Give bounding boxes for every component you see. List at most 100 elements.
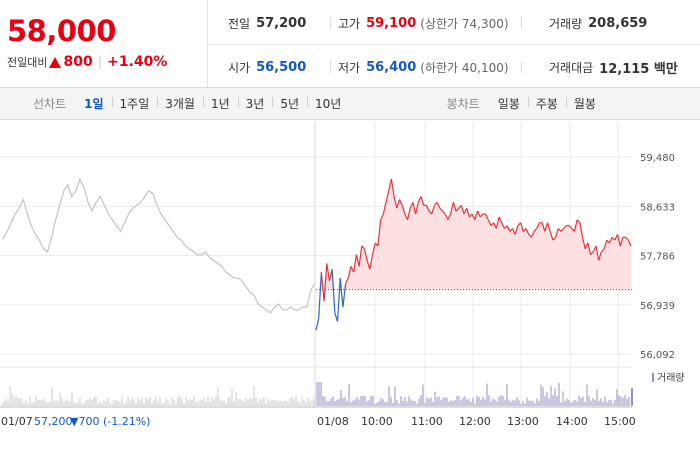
today-line-segment [600, 248, 605, 253]
prev-change-label: ▼700 (-1.21%) [70, 415, 150, 428]
y-tick-label: 56,092 [640, 350, 675, 361]
today-line-segment [506, 225, 511, 232]
today-line-segment [530, 231, 535, 238]
today-line-segment [393, 196, 398, 209]
stat-value: 56,400 [366, 59, 417, 75]
stat-trade-value: 거래대금 12,115 백만 [549, 57, 678, 77]
today-line-segment [614, 234, 619, 241]
today-line-segment [595, 245, 600, 261]
today-line-segment [361, 245, 365, 250]
today-line-segment [560, 228, 565, 232]
tab-candle-1[interactable]: 주봉 [527, 95, 566, 112]
divider [330, 17, 331, 29]
y-tick-label: 58,633 [640, 202, 675, 213]
today-line-segment [336, 277, 341, 322]
prev-day-line [2, 177, 316, 314]
tab-line-0[interactable]: 1일 [84, 97, 104, 111]
today-line-segment [380, 213, 384, 221]
today-line-segment [514, 225, 519, 235]
today-line-segment [390, 179, 395, 197]
today-line-segment [326, 263, 331, 281]
today-line-segment [315, 318, 320, 331]
time-label: 14:00 [556, 415, 588, 428]
line-chart-tabs: 1일 1주일 3개월 1년 3년 5년 10년 [76, 95, 349, 112]
today-line-segment [581, 237, 586, 250]
today-line-segment [490, 222, 495, 227]
today-line-segment [474, 210, 479, 220]
today-line-segment [466, 207, 471, 218]
today-line-segment [377, 219, 382, 247]
today-line-segment [509, 228, 513, 232]
volume-legend-icon [652, 373, 654, 382]
today-date-label: 01/08 [317, 415, 349, 428]
tab-candle-2[interactable]: 월봉 [565, 95, 604, 112]
today-line-segment [355, 254, 360, 267]
today-line-segment [425, 205, 430, 212]
today-line-segment [415, 202, 419, 215]
prev-date-label: 01/07 [1, 415, 33, 428]
today-line-segment [627, 239, 632, 247]
today-line-segment [431, 205, 436, 215]
tab-line-4[interactable]: 3년 [237, 95, 273, 112]
today-line-segment [541, 222, 546, 232]
today-line-segment [439, 207, 443, 212]
today-line-segment [396, 199, 401, 209]
stat-value: 59,100 [366, 15, 417, 31]
stat-volume: 거래량 208,659 [549, 13, 647, 33]
today-line-segment [366, 260, 371, 270]
stat-low: 저가 56,400 (하한가 40,100) [338, 57, 509, 77]
today-line-segment [455, 207, 460, 212]
stat-sub: (상한가 74,300) [420, 16, 509, 31]
today-line-segment [358, 245, 363, 267]
above-baseline-fill [316, 179, 631, 290]
today-line-segment [363, 248, 368, 261]
today-line-segment [398, 199, 403, 206]
today-line-segment [371, 242, 376, 255]
today-line-segment [573, 219, 578, 232]
today-line-segment [345, 277, 349, 285]
divider [521, 17, 522, 29]
today-line-segment [318, 272, 322, 319]
tab-line-2[interactable]: 3개월 [157, 95, 203, 112]
price-box: 58,000 전일대비 800 | +1.40% [0, 0, 208, 88]
stat-value: 56,500 [256, 59, 307, 75]
tab-line-3[interactable]: 1년 [202, 95, 238, 112]
today-line-segment [331, 269, 336, 313]
tab-line-1[interactable]: 1주일 [111, 95, 158, 112]
tab-line-5[interactable]: 5년 [272, 95, 307, 112]
today-line-segment [590, 251, 594, 256]
tab-line-6[interactable]: 10년 [307, 95, 349, 112]
prev-close-label: 57,200 [34, 415, 73, 428]
today-line-segment [401, 205, 406, 215]
today-line-segment [603, 239, 608, 250]
today-line-segment [404, 213, 409, 221]
today-line-segment [406, 208, 411, 220]
change-amount: 800 [63, 54, 93, 70]
today-line-segment [587, 242, 592, 255]
price-chart[interactable]: 59,480 58,633 57,786 56,939 56,092 거래량 01/07 57… [0, 121, 700, 450]
today-line-segment [382, 202, 387, 215]
today-line-segment [442, 210, 446, 215]
candle-chart-tabs: 일봉 주봉 월봉 [490, 95, 604, 112]
stat-prev-close: 전일 57,200 [228, 13, 306, 33]
y-tick-label: 59,480 [640, 153, 675, 164]
time-label: 15:00 [604, 415, 636, 428]
today-line-segment [388, 178, 392, 191]
today-line-segment [504, 225, 508, 229]
today-line-segment [369, 254, 374, 270]
stat-open: 시가 56,500 [228, 57, 306, 77]
stat-value: 208,659 [588, 15, 648, 31]
today-line-segment [598, 251, 602, 261]
today-line-segment [611, 236, 616, 241]
today-line-segment [528, 233, 532, 238]
candle-chart-label: 봉차트 [446, 97, 480, 111]
today-line-segment [584, 242, 589, 250]
today-line-segment [469, 213, 473, 218]
today-line-segment [493, 222, 497, 229]
stat-label: 거래대금 [549, 60, 594, 75]
divider [330, 61, 331, 73]
stat-sub: (하한가 40,100) [420, 60, 509, 75]
tab-candle-0[interactable]: 일봉 [497, 97, 520, 111]
today-line-segment [385, 190, 390, 203]
